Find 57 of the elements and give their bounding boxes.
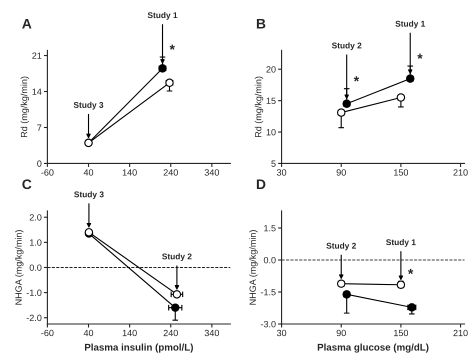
annotation: *	[417, 54, 423, 59]
y-axis-title: Rd (mg/kg/min)	[254, 76, 264, 138]
x-tick-label: 150	[394, 330, 408, 336]
x-tick-label: 140	[122, 169, 137, 176]
x-tick-label: 40	[84, 169, 94, 176]
y-tick-label: 10	[266, 129, 276, 136]
y-tick-label: -1.0	[26, 290, 42, 296]
chart-title: A	[22, 18, 32, 28]
annotation: Study 3	[74, 191, 104, 199]
annotation: Study 1	[395, 20, 426, 28]
y-axis-title: NHGA (mg/kg/min)	[249, 230, 258, 305]
x-tick-label: 210	[453, 330, 468, 336]
x-tick-label: 90	[336, 169, 346, 176]
annotation: *	[170, 44, 175, 50]
chart-title: C	[22, 179, 32, 190]
annotation: Study 2	[162, 253, 192, 262]
annotation: Study 3	[74, 102, 104, 110]
y-tick-label: 0	[37, 160, 42, 167]
y-tick-label: 20	[266, 66, 276, 73]
y-tick-label: 2.0	[30, 214, 42, 221]
annotation: Study 2	[326, 242, 356, 250]
y-tick-label: 7	[37, 124, 42, 131]
chart-title: D	[256, 179, 266, 190]
y-tick-label: 0.0	[264, 256, 276, 264]
y-tick-label: 21	[32, 52, 42, 59]
x-tick-label: 340	[204, 330, 220, 336]
annotation: Study 1	[386, 239, 416, 247]
y-axis-title: Rd (mg/kg/min)	[20, 76, 30, 138]
y-axis-title: NHGA (mg/kg/min)	[15, 230, 24, 305]
y-tick-label: 15	[266, 98, 276, 104]
y-tick-label: -2.0	[26, 314, 42, 322]
x-tick-label: 30	[276, 330, 286, 336]
x-tick-label: 30	[276, 169, 286, 176]
y-tick-label: -3.0	[260, 320, 276, 328]
x-tick-label: 240	[164, 330, 178, 336]
y-tick-label: 14	[32, 88, 42, 95]
x-tick-label: 240	[164, 169, 178, 176]
x-axis-title: Plasma insulin (pmol/L)	[84, 344, 193, 353]
y-tick-label: -1.5	[260, 289, 276, 296]
annotation: Study 1	[148, 12, 178, 20]
annotation: *	[408, 268, 414, 274]
x-tick-label: 90	[336, 330, 346, 336]
x-axis-title: Plasma glucose (mg/dL)	[318, 344, 428, 353]
x-tick-label: 340	[204, 169, 220, 176]
x-tick-label: 150	[394, 169, 408, 176]
y-tick-label: 1.0	[30, 239, 42, 246]
annotation: Study 2	[332, 42, 362, 50]
x-tick-label: -60	[41, 169, 54, 176]
y-tick-label: 0.0	[30, 264, 42, 271]
annotation: *	[354, 76, 360, 82]
y-tick-label: 5	[271, 160, 276, 167]
chart-title: B	[256, 18, 266, 28]
x-tick-label: 140	[122, 330, 137, 336]
x-tick-label: 40	[84, 330, 94, 336]
x-tick-label: 210	[453, 169, 468, 176]
x-tick-label: -60	[41, 330, 54, 336]
y-tick-label: 1.5	[264, 225, 276, 232]
